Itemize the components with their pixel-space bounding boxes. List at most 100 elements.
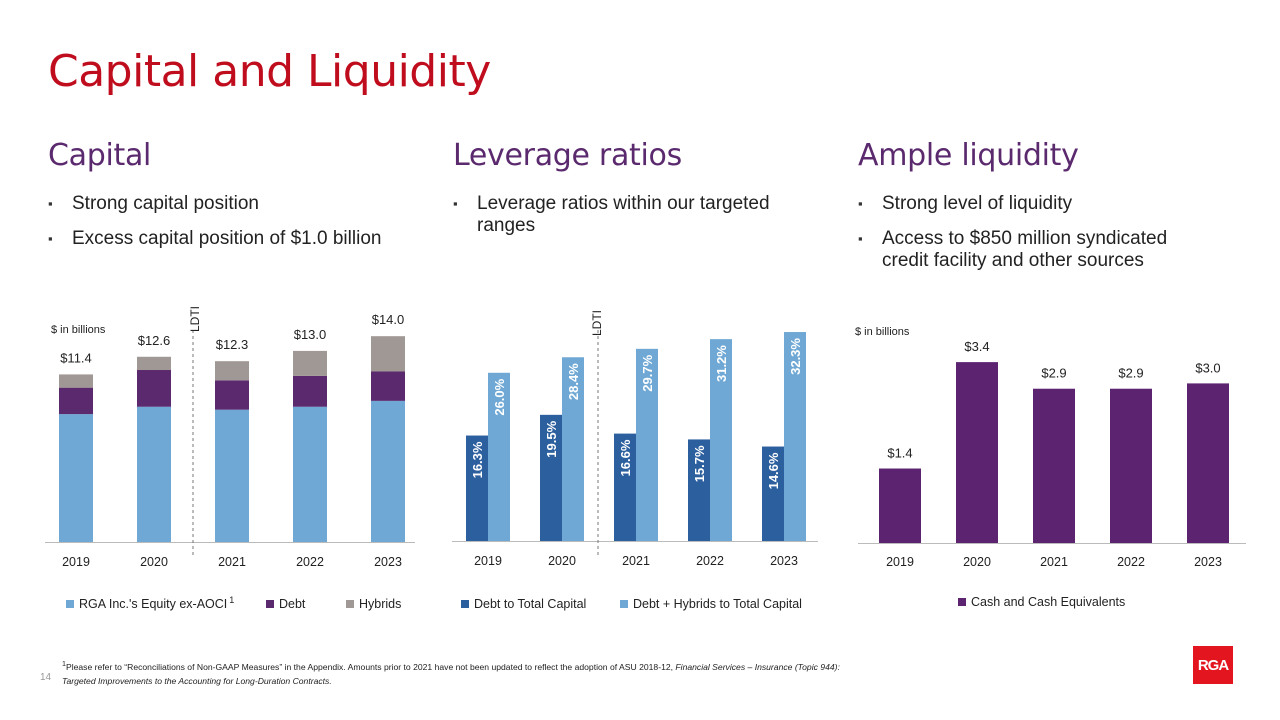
x-tick-label: 2019 (474, 554, 502, 568)
legend-swatch (620, 600, 628, 608)
bullet-item: Strong level of liquidity (858, 193, 1238, 215)
liquidity-column: Ample liquidity Strong level of liquidit… (858, 138, 1238, 285)
legend-swatch (346, 600, 354, 608)
data-label: $2.9 (1118, 366, 1143, 381)
bullet-item: Access to $850 million syndicated credit… (858, 228, 1203, 272)
legend-label: Debt (279, 597, 306, 611)
bar-segment (215, 409, 249, 542)
total-label: $13.0 (294, 327, 327, 342)
bar (466, 435, 488, 541)
legend-label: Debt to Total Capital (474, 597, 587, 611)
x-tick-label: 2020 (548, 554, 576, 568)
data-label: $1.4 (887, 446, 912, 461)
bar (1110, 388, 1152, 543)
leverage-chart: 16.3% 26.0% 2019 19.5% 28.4% 2020 16.6% 29.7% 20… (452, 310, 818, 568)
total-label: $12.3 (216, 337, 249, 352)
legend-item: RGA Inc.'s Equity ex-AOCI 1 (66, 595, 235, 611)
leverage-bullets: Leverage ratios within our targeted rang… (453, 193, 833, 237)
data-label: 29.7% (640, 354, 655, 391)
data-label: 19.5% (544, 420, 559, 457)
liquidity-bullets: Strong level of liquidity Access to $850… (858, 193, 1238, 272)
legend-item: Cash and Cash Equivalents (958, 595, 1125, 609)
x-tick-label: 2019 (62, 555, 90, 569)
unit-label: $ in billions (855, 326, 910, 338)
bar-segment (59, 374, 93, 388)
total-label: $11.4 (60, 350, 92, 365)
bar (762, 446, 784, 541)
bar-segment (371, 371, 405, 401)
capital-heading: Capital (48, 138, 152, 173)
bar (956, 362, 998, 543)
bar (1187, 383, 1229, 543)
legend-item: Debt (266, 597, 305, 611)
leverage-column: Leverage ratios Leverage ratios within o… (453, 138, 833, 250)
x-tick-label: 2022 (696, 554, 724, 568)
legend-label: Cash and Cash Equivalents (971, 595, 1126, 609)
unit-label: $ in billions (51, 324, 106, 336)
rga-logo: RGA (1193, 646, 1233, 684)
bullet-item: Leverage ratios within our targeted rang… (453, 193, 798, 237)
bar-segment (137, 356, 171, 371)
data-label: 28.4% (566, 363, 581, 400)
legend-item: Debt to Total Capital (461, 597, 586, 611)
bar-segment (137, 370, 171, 407)
capital-bullets: Strong capital position Excess capital p… (48, 193, 428, 250)
bar-segment (215, 380, 249, 410)
x-tick-label: 2023 (374, 555, 402, 569)
legend-swatch (958, 598, 966, 606)
legend-item: Debt + Hybrids to Total Capital (620, 597, 802, 611)
x-tick-label: 2021 (218, 555, 246, 569)
bar-segment (293, 406, 327, 542)
data-label: 31.2% (714, 345, 729, 382)
bar-segment (371, 336, 405, 372)
legend-swatch (266, 600, 274, 608)
x-tick-label: 2023 (1194, 555, 1222, 569)
data-label: $3.0 (1195, 360, 1220, 375)
data-label: 16.6% (618, 439, 633, 476)
bar-segment (137, 406, 171, 542)
data-label: 16.3% (470, 441, 485, 478)
total-label: $12.6 (138, 333, 171, 348)
x-tick-label: 2021 (622, 554, 650, 568)
bar (784, 332, 806, 541)
legend-swatch (461, 600, 469, 608)
footnote-line-1: 1Please refer to “Reconciliations of Non… (62, 657, 1062, 674)
x-tick-label: 2021 (1040, 555, 1068, 569)
legend-label: Hybrids (359, 597, 402, 611)
footnote-mark: 1 (62, 660, 66, 668)
footnote-line-2: Targeted Improvements to the Accounting … (62, 674, 1062, 688)
bar (540, 414, 562, 541)
bar (614, 433, 636, 541)
legend-label: Debt + Hybrids to Total Capital (633, 597, 802, 611)
legend-item: Hybrids (346, 597, 401, 611)
data-label: $3.4 (964, 339, 989, 354)
footnote-mark: 1 (229, 595, 235, 605)
data-label: $2.9 (1041, 366, 1066, 381)
data-label: 14.6% (766, 452, 781, 489)
footnote: 1Please refer to “Reconciliations of Non… (62, 657, 1062, 688)
bar-segment (371, 400, 405, 542)
leverage-heading: Leverage ratios (453, 138, 682, 173)
total-label: $14.0 (372, 312, 405, 327)
slide-title: Capital and Liquidity (48, 46, 491, 97)
bar (636, 348, 658, 541)
data-label: 15.7% (692, 445, 707, 482)
x-tick-label: 2023 (770, 554, 798, 568)
divider-label: LDTI (590, 310, 604, 336)
bar (710, 339, 732, 541)
liquidity-heading: Ample liquidity (858, 138, 1079, 173)
bar-segment (293, 375, 327, 407)
capital-column: Capital Strong capital position Excess c… (48, 138, 428, 263)
bar-segment (59, 387, 93, 415)
data-label: 26.0% (492, 378, 507, 415)
data-label: 32.3% (788, 338, 803, 375)
x-tick-label: 2019 (886, 555, 914, 569)
legend-swatch (66, 600, 74, 608)
x-tick-label: 2022 (296, 555, 324, 569)
footnote-italic: Targeted Improvements to the Accounting … (62, 675, 332, 686)
divider-label: LDTI (188, 306, 202, 332)
bullet-item: Strong capital position (48, 193, 428, 215)
capital-chart: $ in billions $11.4 2019 $12.6 2020 $12.3 2021… (45, 306, 415, 569)
footnote-italic: Financial Services – Insurance (Topic 94… (675, 661, 840, 672)
bar (488, 372, 510, 541)
